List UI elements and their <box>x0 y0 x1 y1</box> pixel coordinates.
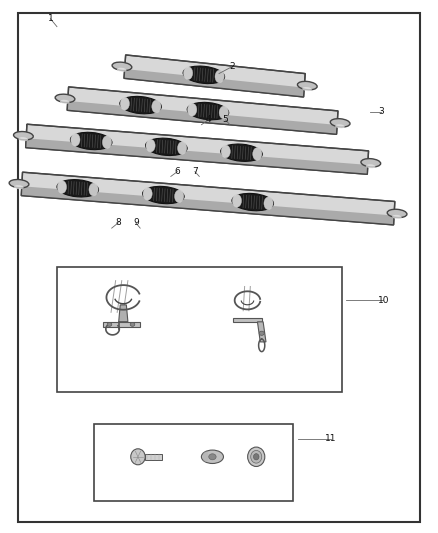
Polygon shape <box>67 87 338 134</box>
Ellipse shape <box>221 145 230 158</box>
Polygon shape <box>145 454 162 459</box>
Ellipse shape <box>60 100 70 104</box>
Ellipse shape <box>55 94 75 102</box>
Text: 3: 3 <box>378 108 384 116</box>
Ellipse shape <box>201 450 223 464</box>
Ellipse shape <box>203 451 209 462</box>
Ellipse shape <box>175 190 184 203</box>
Ellipse shape <box>177 142 187 155</box>
Ellipse shape <box>253 148 262 160</box>
Ellipse shape <box>130 322 135 326</box>
Text: 2: 2 <box>230 62 235 71</box>
Ellipse shape <box>14 132 33 140</box>
Ellipse shape <box>14 185 24 189</box>
Ellipse shape <box>251 450 262 463</box>
Polygon shape <box>258 322 266 342</box>
Text: 8: 8 <box>115 219 121 227</box>
Ellipse shape <box>297 82 317 90</box>
Ellipse shape <box>143 187 184 204</box>
Polygon shape <box>26 138 368 174</box>
Polygon shape <box>22 172 395 209</box>
Bar <box>94 424 293 501</box>
Ellipse shape <box>215 70 224 83</box>
Ellipse shape <box>117 68 127 72</box>
Ellipse shape <box>187 103 197 116</box>
Text: 4: 4 <box>205 116 211 124</box>
Ellipse shape <box>143 188 152 200</box>
Ellipse shape <box>9 180 29 188</box>
Ellipse shape <box>219 106 228 119</box>
Ellipse shape <box>120 96 161 114</box>
Polygon shape <box>26 124 368 174</box>
Ellipse shape <box>247 447 265 466</box>
Polygon shape <box>21 172 395 225</box>
Ellipse shape <box>259 331 264 335</box>
Ellipse shape <box>233 195 241 207</box>
Polygon shape <box>68 87 338 119</box>
Ellipse shape <box>254 454 259 460</box>
Text: 7: 7 <box>192 167 198 176</box>
Ellipse shape <box>57 181 67 193</box>
Bar <box>57 266 342 392</box>
Ellipse shape <box>387 209 407 217</box>
Polygon shape <box>124 69 304 97</box>
Ellipse shape <box>71 132 112 150</box>
Ellipse shape <box>18 137 28 141</box>
Ellipse shape <box>71 133 80 146</box>
Ellipse shape <box>89 183 98 196</box>
Polygon shape <box>26 124 368 159</box>
Polygon shape <box>103 322 140 327</box>
Ellipse shape <box>146 139 155 152</box>
Polygon shape <box>21 186 394 225</box>
Text: 1: 1 <box>47 14 53 23</box>
Polygon shape <box>125 55 305 82</box>
Ellipse shape <box>107 322 112 326</box>
Ellipse shape <box>183 66 225 84</box>
Text: 11: 11 <box>325 434 336 443</box>
Text: 9: 9 <box>133 219 139 227</box>
Polygon shape <box>119 305 128 322</box>
Ellipse shape <box>184 67 193 79</box>
Ellipse shape <box>187 102 229 120</box>
Ellipse shape <box>102 136 112 149</box>
Ellipse shape <box>264 197 273 209</box>
Ellipse shape <box>131 449 145 465</box>
Ellipse shape <box>112 62 132 70</box>
Ellipse shape <box>57 180 99 197</box>
Polygon shape <box>124 55 305 97</box>
Ellipse shape <box>221 144 262 161</box>
Text: 10: 10 <box>378 296 389 304</box>
Ellipse shape <box>366 164 375 168</box>
Text: 6: 6 <box>174 167 180 176</box>
Ellipse shape <box>209 454 216 460</box>
Ellipse shape <box>392 215 402 219</box>
Ellipse shape <box>330 119 350 127</box>
Ellipse shape <box>145 138 187 156</box>
Ellipse shape <box>361 159 381 167</box>
Polygon shape <box>233 318 261 322</box>
Ellipse shape <box>152 100 161 113</box>
Polygon shape <box>67 101 337 134</box>
Ellipse shape <box>302 87 312 91</box>
Ellipse shape <box>232 193 273 211</box>
Ellipse shape <box>335 124 345 128</box>
Ellipse shape <box>120 98 130 110</box>
Text: 5: 5 <box>223 116 229 124</box>
